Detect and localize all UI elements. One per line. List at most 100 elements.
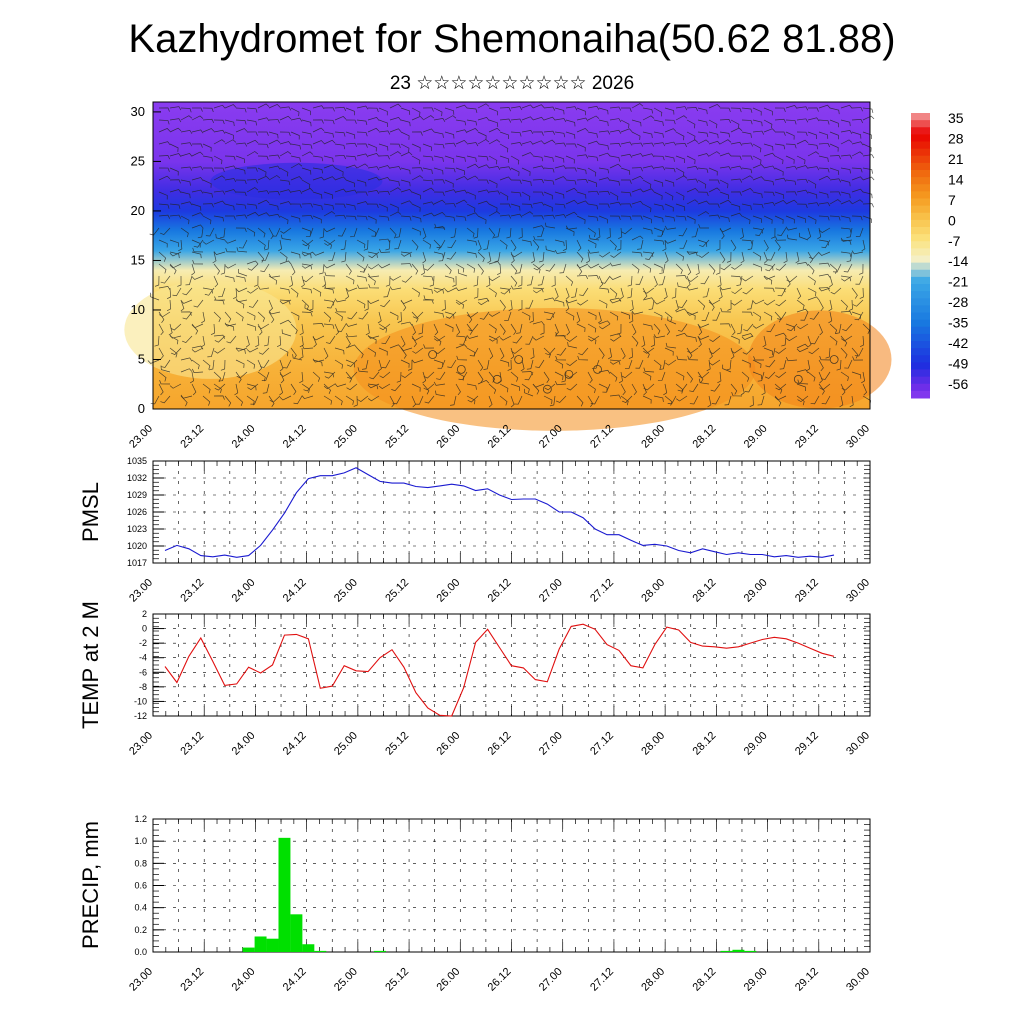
wind-barb (169, 239, 180, 247)
wind-barb (825, 347, 831, 359)
wind-barb (719, 286, 732, 291)
wind-barb (818, 131, 829, 139)
wind-barb (368, 283, 380, 289)
wind-barb (487, 251, 492, 264)
wind-barb (642, 179, 652, 189)
wind-barb (328, 251, 336, 262)
wind-barb (686, 250, 699, 255)
wind-barb (715, 263, 721, 275)
wind-barb (664, 179, 675, 187)
wind-barb (851, 107, 863, 112)
precip-bar (266, 938, 279, 952)
wind-barb (437, 359, 446, 369)
wind-barb (279, 141, 292, 145)
y-tick-label: -8 (139, 682, 147, 692)
wind-barb (687, 347, 699, 354)
y-tick-label: 0.6 (134, 881, 147, 891)
wind-barb (169, 189, 182, 193)
wind-barb (518, 299, 523, 311)
wind-barb (510, 167, 520, 176)
wind-barb (859, 335, 865, 348)
wind-barb (455, 263, 465, 273)
wind-barb (180, 191, 191, 199)
wind-barb (345, 155, 357, 161)
wind-barb (334, 131, 346, 137)
wind-barb (312, 203, 323, 211)
wind-barb (828, 311, 833, 324)
wind-barb (800, 311, 809, 321)
wind-barb (345, 287, 358, 292)
wind-barb (796, 203, 808, 209)
x-tick-label: 26.00 (434, 966, 462, 994)
wind-barb (752, 155, 762, 165)
wind-barb (466, 251, 477, 258)
wind-barb (444, 142, 457, 147)
wind-barb (389, 187, 402, 193)
wind-barb (590, 395, 600, 405)
wind-barb (719, 152, 732, 157)
colorbar-segment (911, 390, 930, 399)
wind-barb (400, 151, 413, 157)
precip-bar (744, 950, 757, 952)
wind-barb (818, 299, 824, 312)
colorbar-segment (911, 219, 930, 228)
wind-barb (859, 287, 864, 299)
wind-barb (609, 163, 622, 169)
y-axis-label: PMSL (78, 482, 103, 542)
wind-barb (356, 179, 367, 187)
wind-barb (775, 263, 787, 271)
wind-barb (774, 177, 787, 182)
wind-barb (796, 215, 807, 223)
wind-barb (515, 263, 523, 274)
wind-barb (599, 251, 611, 258)
wind-barb (458, 371, 468, 381)
wind-barb (422, 155, 434, 161)
wind-barb (587, 275, 599, 280)
wind-barb (312, 140, 325, 145)
wind-barb (422, 201, 435, 206)
wind-barb (565, 311, 575, 321)
wind-barb (224, 215, 236, 220)
wind-barb (158, 347, 164, 360)
wind-barb (466, 263, 476, 273)
wind-barb (180, 129, 193, 134)
wind-barb (675, 191, 685, 201)
wind-barb (554, 359, 564, 369)
wind-barb (554, 371, 564, 381)
wind-barb (246, 107, 258, 113)
wind-barb (851, 151, 864, 157)
wind-barb (818, 323, 823, 336)
wind-barb (643, 287, 655, 294)
wind-barb (512, 335, 523, 344)
wind-barb (455, 167, 466, 175)
wind-barb (587, 115, 600, 121)
wind-barb (356, 239, 366, 249)
x-tick-label: 30.00 (844, 423, 872, 451)
wind-barb (596, 227, 601, 240)
wind-barb (620, 383, 626, 396)
wind-barb (224, 139, 237, 145)
wind-barb (532, 131, 544, 136)
wind-barb (785, 143, 797, 149)
wind-barb (565, 299, 578, 304)
wind-barb (411, 239, 419, 251)
wind-barb (620, 119, 630, 129)
wind-barb (279, 179, 291, 186)
wind-barb (554, 203, 566, 209)
wind-barb (289, 275, 294, 288)
wind-barb (268, 310, 281, 315)
wind-barb (818, 104, 831, 109)
wind-barb (488, 335, 498, 344)
wind-barb (319, 227, 325, 239)
wind-barb (851, 188, 864, 193)
wind-barb (235, 155, 245, 164)
wind-barb (312, 167, 324, 174)
wind-barb (642, 263, 652, 273)
wind-barb (554, 239, 565, 247)
wind-barb (191, 275, 204, 280)
wind-barb (653, 155, 665, 161)
wind-barb (752, 164, 765, 169)
wind-barb (150, 395, 160, 405)
wind-barb (631, 310, 644, 315)
wind-barb (741, 215, 751, 225)
